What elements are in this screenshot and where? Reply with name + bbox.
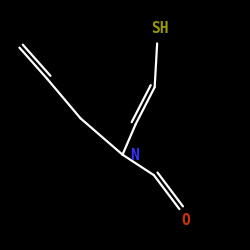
- Text: SH: SH: [151, 21, 168, 36]
- Text: O: O: [182, 213, 190, 228]
- Text: N: N: [130, 148, 139, 164]
